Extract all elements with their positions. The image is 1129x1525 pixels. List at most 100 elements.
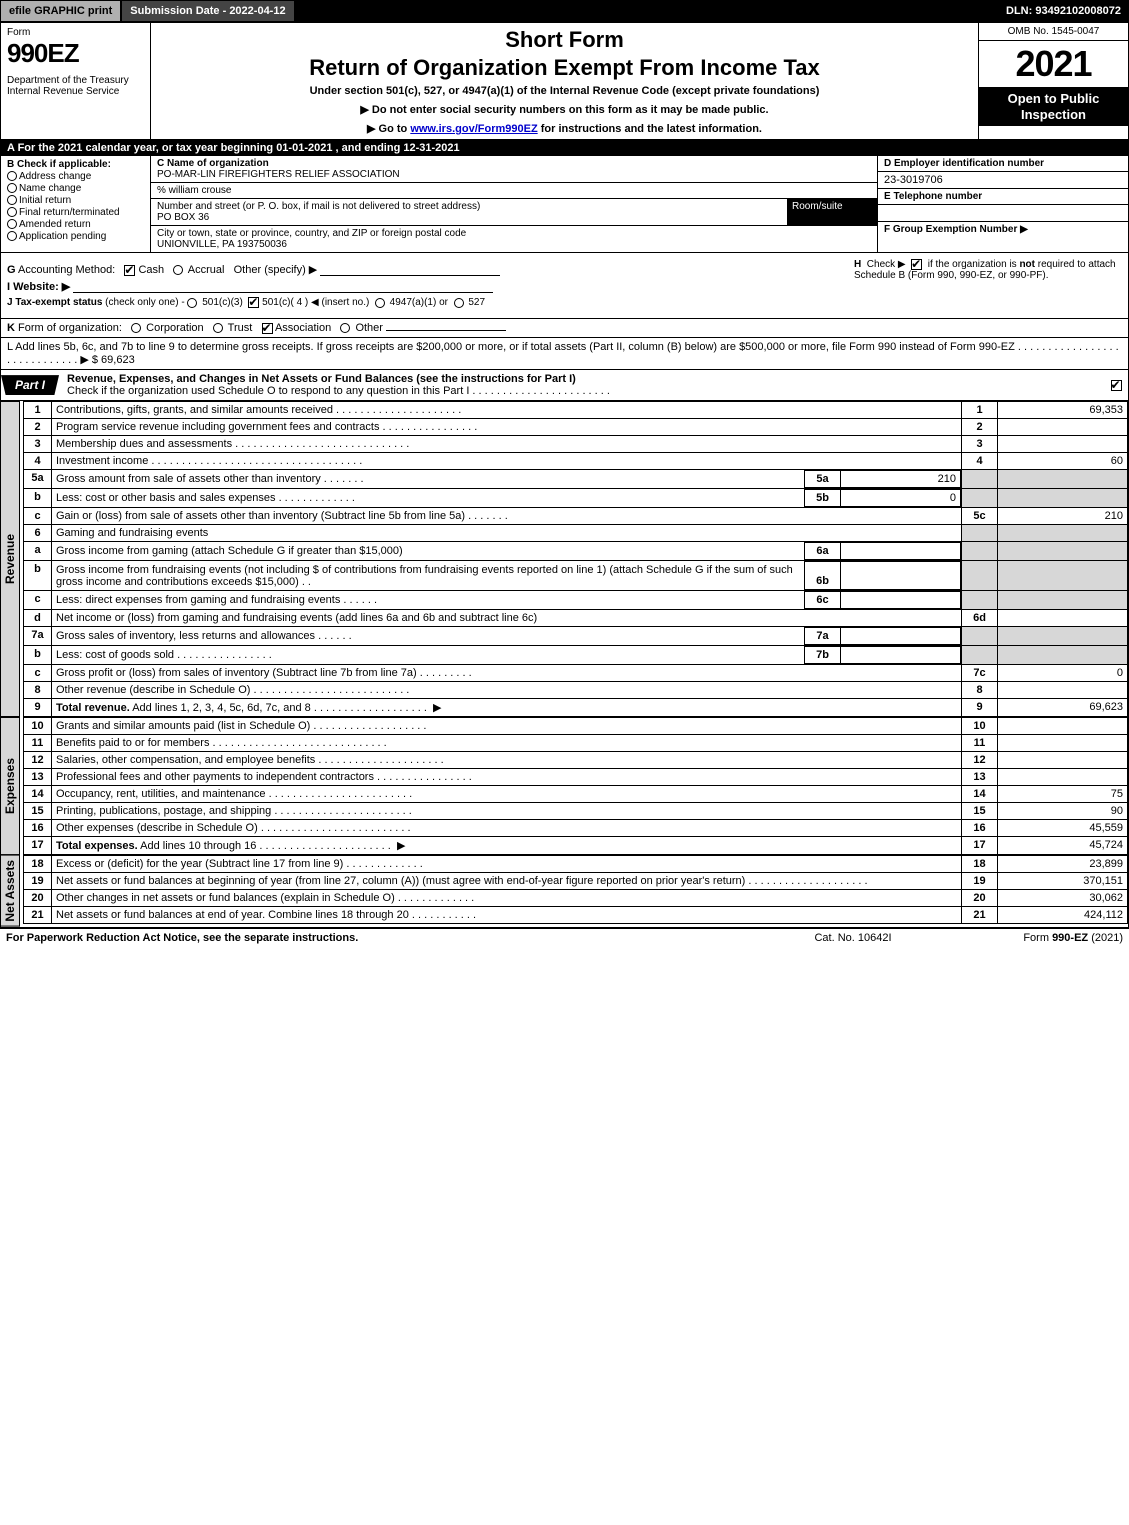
f-label: F Group Exemption Number ▶ <box>878 221 1128 237</box>
c-name-row: C Name of organization PO-MAR-LIN FIREFI… <box>151 156 877 183</box>
chk-name-change[interactable]: Name change <box>7 183 144 194</box>
line-8: 8Other revenue (describe in Schedule O) … <box>24 682 1128 699</box>
line-6d: dNet income or (loss) from gaming and fu… <box>24 610 1128 627</box>
chk-527[interactable] <box>454 298 464 308</box>
footer-right: Form 990-EZ (2021) <box>943 932 1123 944</box>
city-value: UNIONVILLE, PA 193750036 <box>157 239 287 250</box>
line-7b: bLess: cost of goods sold . . . . . . . … <box>24 646 1128 665</box>
line-i: I Website: ▶ <box>7 280 842 293</box>
row-k: K Form of organization: Corporation Trus… <box>1 319 1128 338</box>
submission-date-button[interactable]: Submission Date - 2022-04-12 <box>121 0 294 22</box>
chk-cash[interactable] <box>124 265 135 276</box>
b-heading: B Check if applicable: <box>7 159 144 170</box>
row-a: A For the 2021 calendar year, or tax yea… <box>1 140 1128 156</box>
line-10: 10Grants and similar amounts paid (list … <box>24 718 1128 735</box>
chk-501c[interactable] <box>248 297 259 308</box>
line-3: 3Membership dues and assessments . . . .… <box>24 436 1128 453</box>
revenue-tab: Revenue <box>1 401 20 717</box>
line-15: 15Printing, publications, postage, and s… <box>24 803 1128 820</box>
line-21: 21Net assets or fund balances at end of … <box>24 907 1128 924</box>
line-13: 13Professional fees and other payments t… <box>24 769 1128 786</box>
line-5a: 5aGross amount from sale of assets other… <box>24 470 1128 489</box>
chk-address-change[interactable]: Address change <box>7 171 144 182</box>
chk-assoc[interactable] <box>262 323 273 334</box>
street-value: PO BOX 36 <box>157 212 209 223</box>
line-5c: cGain or (loss) from sale of assets othe… <box>24 508 1128 525</box>
e-label: E Telephone number <box>878 188 1128 205</box>
header-left: Form 990EZ Department of the Treasury In… <box>1 23 151 139</box>
line-2: 2Program service revenue including gover… <box>24 419 1128 436</box>
c-street-row: Number and street (or P. O. box, if mail… <box>151 199 877 226</box>
form-label: Form <box>7 27 144 38</box>
chk-501c3[interactable] <box>187 298 197 308</box>
chk-schedule-b[interactable] <box>911 259 922 270</box>
footer-left: For Paperwork Reduction Act Notice, see … <box>6 932 763 944</box>
line-4: 4Investment income . . . . . . . . . . .… <box>24 453 1128 470</box>
chk-initial-return[interactable]: Initial return <box>7 195 144 206</box>
form-outer: Form 990EZ Department of the Treasury In… <box>0 22 1129 928</box>
page-footer: For Paperwork Reduction Act Notice, see … <box>0 928 1129 947</box>
line-17: 17Total expenses. Add lines 10 through 1… <box>24 837 1128 855</box>
line-18: 18Excess or (deficit) for the year (Subt… <box>24 856 1128 873</box>
d-label: D Employer identification number <box>878 156 1128 172</box>
line-6c: cLess: direct expenses from gaming and f… <box>24 591 1128 610</box>
efile-print-button[interactable]: efile GRAPHIC print <box>0 0 121 22</box>
netassets-section: Net Assets 18Excess or (deficit) for the… <box>1 855 1128 927</box>
section-gh: G Accounting Method: Cash Accrual Other … <box>1 253 1128 319</box>
instr-2: ▶ Go to www.irs.gov/Form990EZ for instru… <box>159 122 970 135</box>
line-7c: cGross profit or (loss) from sales of in… <box>24 665 1128 682</box>
line-11: 11Benefits paid to or for members . . . … <box>24 735 1128 752</box>
part-i-check[interactable] <box>1104 378 1128 392</box>
dept-label: Department of the Treasury Internal Reve… <box>7 75 144 97</box>
dln-label: DLN: 93492102008072 <box>998 0 1129 22</box>
top-toolbar: efile GRAPHIC print Submission Date - 20… <box>0 0 1129 22</box>
phone-value <box>878 205 1128 221</box>
part-i-header: Part I Revenue, Expenses, and Changes in… <box>1 370 1128 401</box>
line-5b: bLess: cost or other basis and sales exp… <box>24 489 1128 508</box>
col-d: D Employer identification number 23-3019… <box>878 156 1128 252</box>
line-19: 19Net assets or fund balances at beginni… <box>24 873 1128 890</box>
org-name: PO-MAR-LIN FIREFIGHTERS RELIEF ASSOCIATI… <box>157 169 400 180</box>
line-6b: bGross income from fundraising events (n… <box>24 561 1128 591</box>
form-header: Form 990EZ Department of the Treasury In… <box>1 23 1128 140</box>
part-i-tab: Part I <box>1 375 59 395</box>
room-label: Room/suite <box>792 201 843 212</box>
chk-final-return[interactable]: Final return/terminated <box>7 207 144 218</box>
row-l: L Add lines 5b, 6c, and 7b to line 9 to … <box>1 338 1128 370</box>
form-number: 990EZ <box>7 38 144 69</box>
chk-accrual[interactable] <box>173 265 183 275</box>
chk-4947[interactable] <box>375 298 385 308</box>
expenses-section: Expenses 10Grants and similar amounts pa… <box>1 717 1128 855</box>
gh-right: H Check ▶ if the organization is not req… <box>848 253 1128 318</box>
chk-amended-return[interactable]: Amended return <box>7 219 144 230</box>
section-bcd: B Check if applicable: Address change Na… <box>1 156 1128 253</box>
line-20: 20Other changes in net assets or fund ba… <box>24 890 1128 907</box>
title-sub: Under section 501(c), 527, or 4947(a)(1)… <box>159 85 970 97</box>
gh-left: G Accounting Method: Cash Accrual Other … <box>1 253 848 318</box>
line-14: 14Occupancy, rent, utilities, and mainte… <box>24 786 1128 803</box>
line-9: 9Total revenue. Add lines 1, 2, 3, 4, 5c… <box>24 699 1128 717</box>
ein-value: 23-3019706 <box>878 172 1128 188</box>
revenue-section: Revenue 1Contributions, gifts, grants, a… <box>1 401 1128 717</box>
col-b: B Check if applicable: Address change Na… <box>1 156 151 252</box>
city-label: City or town, state or province, country… <box>157 228 466 239</box>
line-7a: 7aGross sales of inventory, less returns… <box>24 627 1128 646</box>
part-i-sub: Check if the organization used Schedule … <box>67 385 610 397</box>
irs-link[interactable]: www.irs.gov/Form990EZ <box>410 123 537 135</box>
chk-corp[interactable] <box>131 323 141 333</box>
chk-application-pending[interactable]: Application pending <box>7 231 144 242</box>
part-i-title: Revenue, Expenses, and Changes in Net As… <box>59 370 1104 400</box>
header-center: Short Form Return of Organization Exempt… <box>151 23 978 139</box>
line-6a: aGross income from gaming (attach Schedu… <box>24 542 1128 561</box>
chk-trust[interactable] <box>213 323 223 333</box>
netassets-table: 18Excess or (deficit) for the year (Subt… <box>23 855 1128 924</box>
open-inspection: Open to Public Inspection <box>979 87 1128 126</box>
tax-year: 2021 <box>979 41 1128 87</box>
expenses-tab: Expenses <box>1 717 20 855</box>
line-16: 16Other expenses (describe in Schedule O… <box>24 820 1128 837</box>
c-city-row: City or town, state or province, country… <box>151 226 877 252</box>
line-g: G Accounting Method: Cash Accrual Other … <box>7 263 842 276</box>
footer-center: Cat. No. 10642I <box>763 932 943 944</box>
chk-other-org[interactable] <box>340 323 350 333</box>
omb-label: OMB No. 1545-0047 <box>979 23 1128 41</box>
